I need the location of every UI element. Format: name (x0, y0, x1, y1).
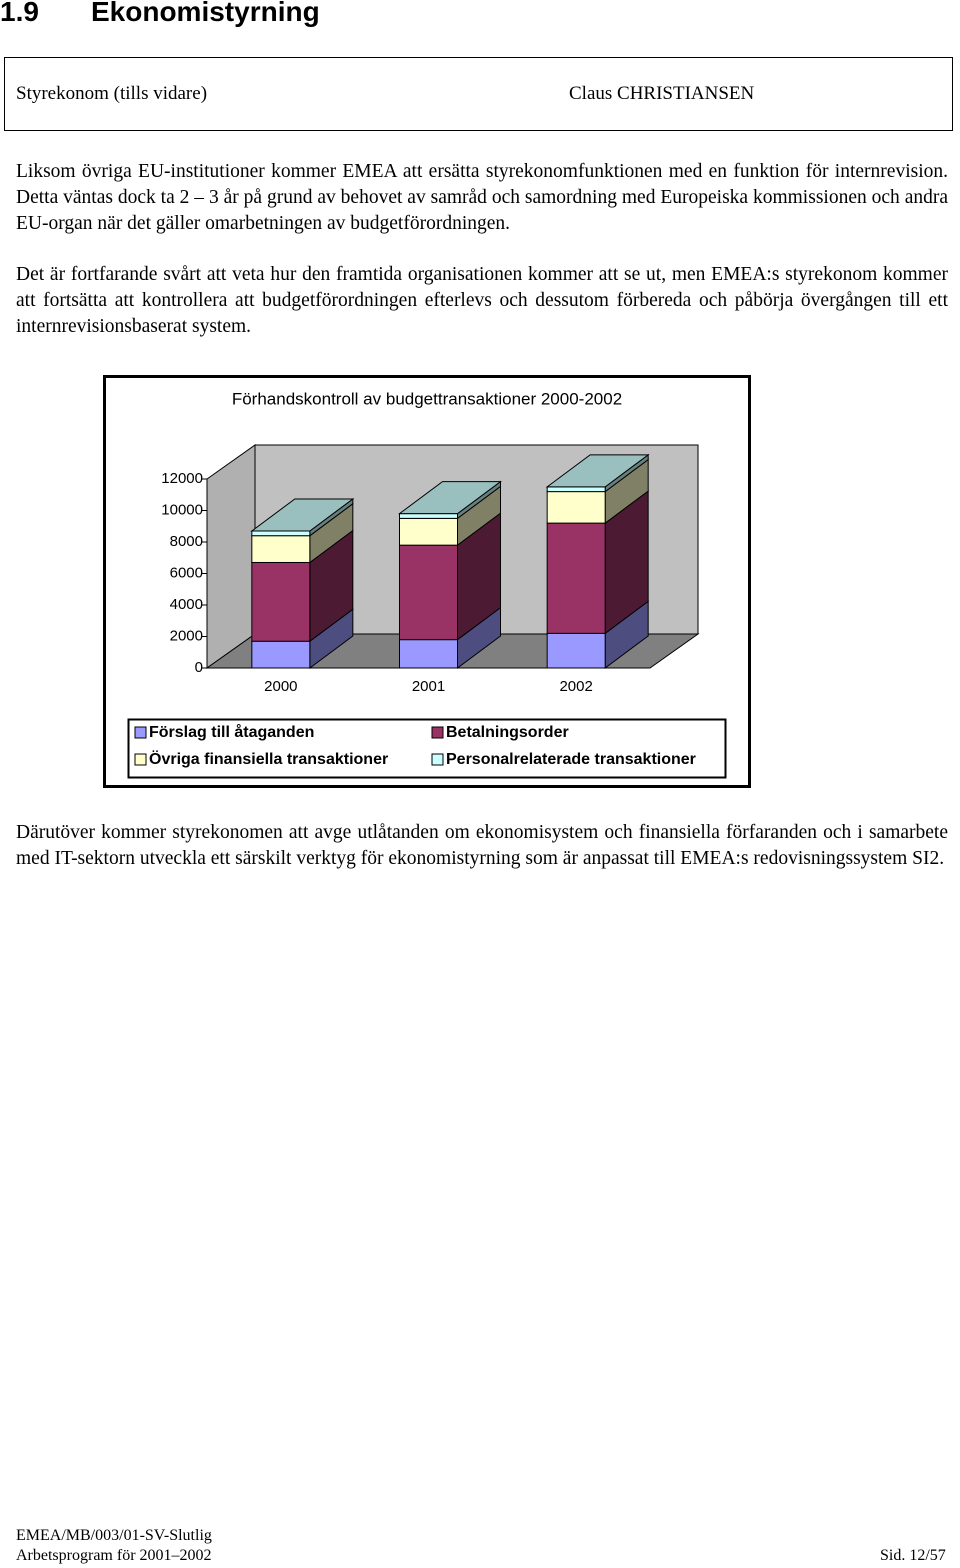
header-right: Claus CHRISTIANSEN (569, 83, 755, 104)
bar (546, 491, 606, 524)
legend-box (127, 718, 727, 779)
legend-label: Betalningsorder (446, 724, 569, 741)
footer-doc-id: EMEA/MB/003/01-SV-Slutlig (16, 1527, 212, 1544)
x-tick-label: 2002 (559, 678, 592, 695)
y-tick-label: 6000 (170, 564, 203, 581)
bar (546, 522, 606, 634)
x-tick-label: 2000 (264, 678, 297, 695)
y-tick-label: 2000 (170, 627, 203, 644)
bar (399, 517, 458, 546)
y-tick-label: 10000 (161, 501, 203, 518)
legend-label: Personalrelaterade transaktioner (446, 751, 696, 768)
bar (251, 561, 311, 642)
legend-swatch (134, 753, 147, 766)
legend-label: Förslag till åtaganden (149, 723, 314, 741)
bar (399, 639, 458, 669)
bar (546, 486, 606, 493)
bar-top (545, 454, 650, 488)
legend-label: Övriga finansiella transaktioner (149, 749, 388, 768)
paragraph: Det är fortfarande svårt att veta hur de… (16, 264, 948, 337)
bar-top (397, 481, 503, 515)
side-wall (206, 444, 256, 669)
y-tick-label: 4000 (170, 596, 203, 613)
bar (251, 535, 311, 563)
header-left: Styrekonom (tills vidare) (16, 83, 208, 104)
footer-page: Sid. 12/57 (880, 1547, 946, 1564)
bar-top (250, 498, 355, 532)
y-tick-label: 12000 (161, 470, 203, 487)
x-tick-label: 2001 (412, 678, 445, 695)
section-number: 1.9 (0, 0, 39, 27)
paragraph: Liksom övriga EU-institutioner kommer EM… (16, 161, 948, 234)
bar (399, 513, 458, 519)
bar (399, 544, 458, 641)
y-tick-label: 8000 (170, 533, 203, 550)
paragraph: Därutöver kommer styrekonomen att avge u… (16, 822, 948, 869)
legend-swatch (431, 753, 444, 766)
bar (251, 640, 311, 669)
bar (251, 530, 311, 537)
legend-swatch (431, 726, 444, 739)
section-title: Ekonomistyrning (91, 0, 320, 27)
bar (546, 632, 606, 669)
footer-program: Arbetsprogram för 2001–2002 (16, 1547, 212, 1564)
header-box (4, 57, 953, 131)
y-tick-label: 0 (195, 659, 203, 676)
chart-title: Förhandskontroll av budgettransaktioner … (232, 389, 622, 408)
legend-swatch (134, 726, 147, 739)
chart: Förhandskontroll av budgettransaktioner … (103, 375, 751, 788)
